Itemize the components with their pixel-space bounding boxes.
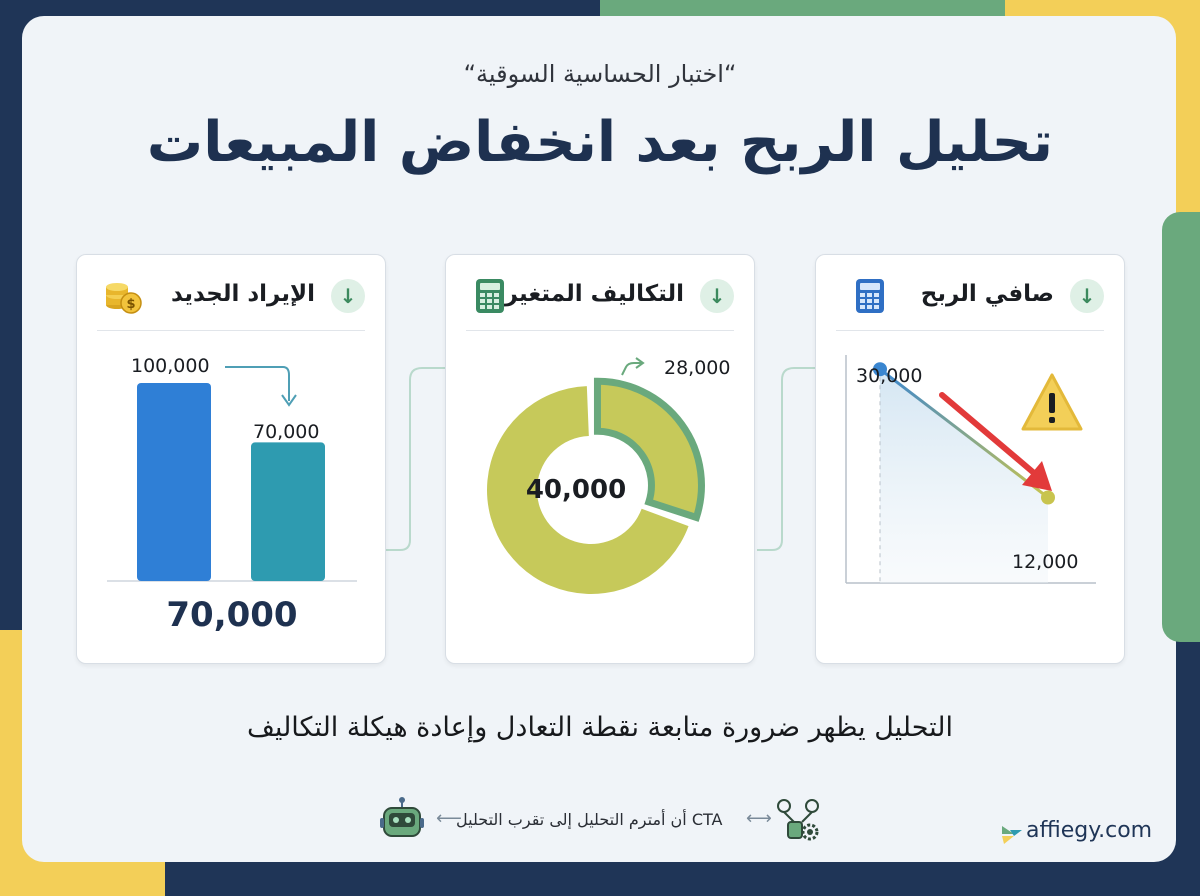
revenue-bar-chart xyxy=(107,366,357,582)
profit-line-chart xyxy=(845,355,1096,584)
costs-card-title: التكاليف المتغيرة xyxy=(491,281,684,307)
costs-callout-arrowhead xyxy=(635,357,645,369)
costs-donut-highlight xyxy=(593,377,705,522)
profit-card: ↓ صافي الربح xyxy=(815,254,1125,664)
brand-name[interactable]: affiegy.com xyxy=(1026,818,1153,843)
coins-icon: $ xyxy=(106,283,142,314)
costs-donut-ring xyxy=(487,386,689,594)
decor-bottom-yellow xyxy=(0,860,165,896)
cta-right-arrow-icon: ⟷ xyxy=(746,808,772,829)
robot-icon xyxy=(380,797,424,837)
connector-right xyxy=(757,367,820,551)
revenue-before-value: 100,000 xyxy=(131,355,210,377)
profit-start-value: 30,000 xyxy=(856,365,923,387)
profit-end-point xyxy=(1041,490,1055,505)
profit-end-value: 12,000 xyxy=(1012,551,1079,573)
profit-card-header: ↓ صافي الربح xyxy=(836,273,1104,331)
page-subtitle: “اختبار الحساسية السوقية“ xyxy=(463,60,737,88)
costs-card-header: ↓ التكاليف المتغيرة xyxy=(466,273,734,331)
costs-callout-value: 28,000 xyxy=(664,357,731,379)
profit-line xyxy=(879,368,1049,499)
cta-row[interactable]: ⟵ CTA أن أمترم التحليل إلى تقرب التحليل … xyxy=(378,796,828,844)
profit-area xyxy=(880,369,1048,583)
decor-top-green xyxy=(600,0,1005,18)
calculator-icon xyxy=(856,279,884,313)
cta-text: CTA أن أمترم التحليل إلى تقرب التحليل xyxy=(456,810,723,829)
brand-logo-icon xyxy=(1002,826,1022,844)
calculator-icon xyxy=(476,279,504,313)
warning-icon xyxy=(1021,373,1083,431)
down-arrow-icon: ↓ xyxy=(1070,279,1104,313)
revenue-bar-before xyxy=(137,383,211,581)
revenue-total: 70,000 xyxy=(166,595,298,635)
down-arrow-icon: ↓ xyxy=(700,279,734,313)
revenue-card: ↓ الإيراد الجديد $ 100,000 70,000 70,000 xyxy=(76,254,386,664)
down-arrow-icon: ↓ xyxy=(331,279,365,313)
costs-donut-chart xyxy=(487,357,705,594)
profit-start-point xyxy=(873,362,887,377)
revenue-card-header: ↓ الإيراد الجديد $ xyxy=(97,273,365,331)
revenue-drop-arrowhead xyxy=(281,394,297,407)
costs-card: ↓ التكاليف المتغيرة 28,000 40,000 xyxy=(445,254,755,664)
profit-card-title: صافي الربح xyxy=(920,281,1054,307)
cta-left-arrow-icon: ⟵ xyxy=(436,808,462,829)
revenue-bar-after xyxy=(251,442,325,581)
conclusion-text: التحليل يظهر ضرورة متابعة نقطة التعادل و… xyxy=(246,712,954,743)
decor-right-green xyxy=(1162,212,1200,642)
down-arrow-icon xyxy=(939,392,1052,491)
revenue-card-title: الإيراد الجديد xyxy=(171,281,315,307)
svg-text:$: $ xyxy=(126,297,135,312)
page-title: تحليل الربح بعد انخفاض المبيعات xyxy=(146,110,1054,175)
costs-callout-line xyxy=(621,362,642,376)
connector-left xyxy=(385,367,448,551)
settings-icon xyxy=(777,799,819,841)
revenue-after-value: 70,000 xyxy=(253,421,320,443)
revenue-drop-arrow xyxy=(225,366,290,401)
costs-center-value: 40,000 xyxy=(525,475,627,505)
